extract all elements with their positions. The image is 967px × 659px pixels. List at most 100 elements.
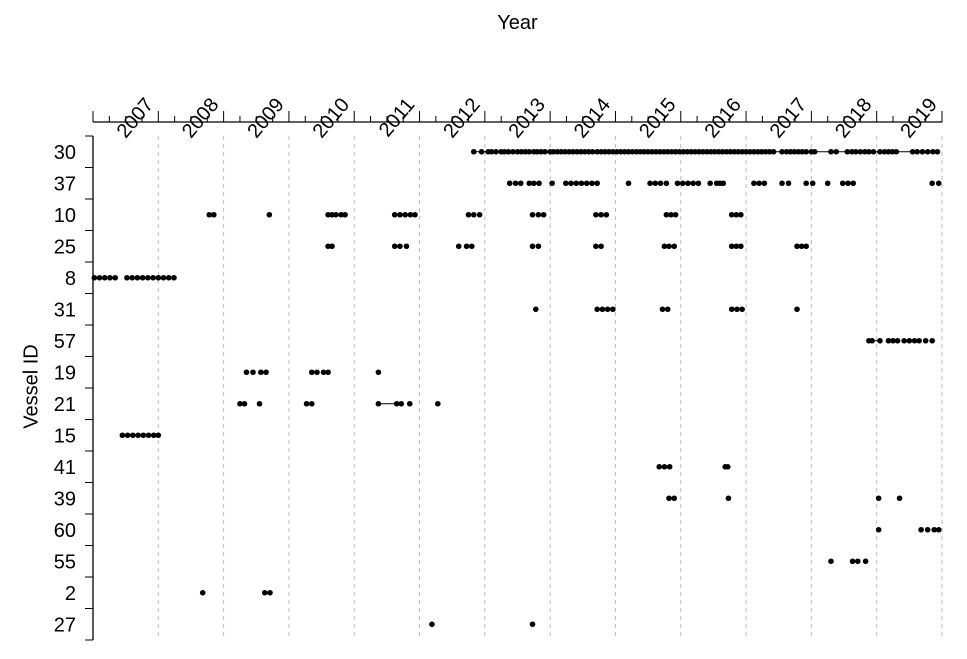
data-point [914, 148, 920, 155]
data-point [518, 148, 525, 155]
data-point [733, 211, 740, 218]
data-point [258, 369, 264, 376]
data-point [791, 148, 798, 155]
data-point [728, 211, 735, 218]
data-point [661, 463, 668, 470]
data-point [406, 400, 413, 407]
data-point [890, 337, 896, 344]
data-point [668, 148, 675, 155]
y-tick-label: 37 [54, 173, 76, 195]
x-tick-label: 2017 [766, 94, 811, 142]
data-point [155, 432, 162, 439]
data-point [727, 148, 734, 155]
data-point [139, 274, 146, 281]
data-point [402, 211, 408, 218]
data-point [594, 180, 600, 187]
data-point [666, 463, 673, 470]
data-point [857, 148, 864, 155]
data-point [877, 337, 883, 344]
data-point [160, 274, 167, 281]
data-point [535, 243, 542, 250]
data-point [465, 211, 472, 218]
data-point [664, 148, 671, 155]
data-point [393, 400, 400, 407]
data-point [664, 306, 671, 313]
data-point [931, 526, 937, 533]
data-point [589, 148, 596, 155]
data-point [924, 526, 931, 533]
data-point [875, 526, 882, 533]
x-tick-label: 2016 [700, 94, 745, 142]
data-point [881, 148, 888, 155]
data-point [845, 180, 851, 187]
data-point [824, 180, 831, 187]
data-point [598, 243, 604, 250]
data-point [929, 337, 936, 344]
data-point [529, 621, 536, 628]
data-point [660, 148, 667, 155]
data-point [314, 369, 320, 376]
data-point [478, 148, 485, 155]
data-point [549, 180, 555, 187]
data-point [731, 148, 738, 155]
data-point [135, 432, 141, 439]
data-point [751, 148, 757, 155]
x-tick-label: 2019 [896, 94, 941, 142]
data-point [799, 148, 806, 155]
data-point [684, 148, 691, 155]
data-point [325, 211, 331, 218]
data-point [766, 148, 773, 155]
data-point [751, 180, 757, 187]
data-point [849, 558, 856, 565]
data-point [391, 243, 398, 250]
data-point [695, 180, 702, 187]
x-tick-label: 2010 [309, 94, 354, 142]
data-point [621, 148, 628, 155]
data-point [574, 148, 580, 155]
data-point [594, 148, 600, 155]
data-point [747, 148, 753, 155]
data-point [129, 274, 135, 281]
x-tick-label: 2008 [178, 94, 223, 142]
data-point [625, 180, 632, 187]
data-point [839, 180, 846, 187]
x-tick-label: 2018 [831, 94, 876, 142]
data-point [510, 148, 516, 155]
y-tick-label: 19 [54, 362, 76, 384]
data-point [602, 148, 608, 155]
data-point [704, 148, 710, 155]
data-point [470, 148, 477, 155]
y-tick-label: 55 [54, 551, 76, 573]
data-point [828, 558, 834, 565]
data-point [803, 243, 809, 250]
data-point [531, 180, 537, 187]
data-point [852, 148, 859, 155]
data-point [562, 148, 568, 155]
data-point [325, 243, 331, 250]
data-point [488, 148, 495, 155]
y-tick-label: 10 [54, 205, 76, 227]
data-point [715, 148, 722, 155]
data-point [666, 495, 672, 502]
data-point [540, 211, 547, 218]
data-point [566, 148, 572, 155]
data-point [617, 148, 624, 155]
data-point [558, 148, 565, 155]
data-point [719, 148, 726, 155]
y-tick-label: 41 [54, 457, 76, 479]
data-point [333, 211, 339, 218]
data-point [145, 432, 152, 439]
data-point [101, 274, 108, 281]
data-point [785, 180, 792, 187]
data-point [738, 211, 744, 218]
data-point [412, 211, 418, 218]
data-point [581, 148, 588, 155]
data-point [911, 337, 918, 344]
data-point [211, 211, 217, 218]
y-tick-label: 30 [54, 142, 76, 164]
data-point [649, 148, 655, 155]
data-point [522, 148, 529, 155]
data-point [761, 180, 768, 187]
data-point [696, 148, 702, 155]
data-point [918, 526, 924, 533]
